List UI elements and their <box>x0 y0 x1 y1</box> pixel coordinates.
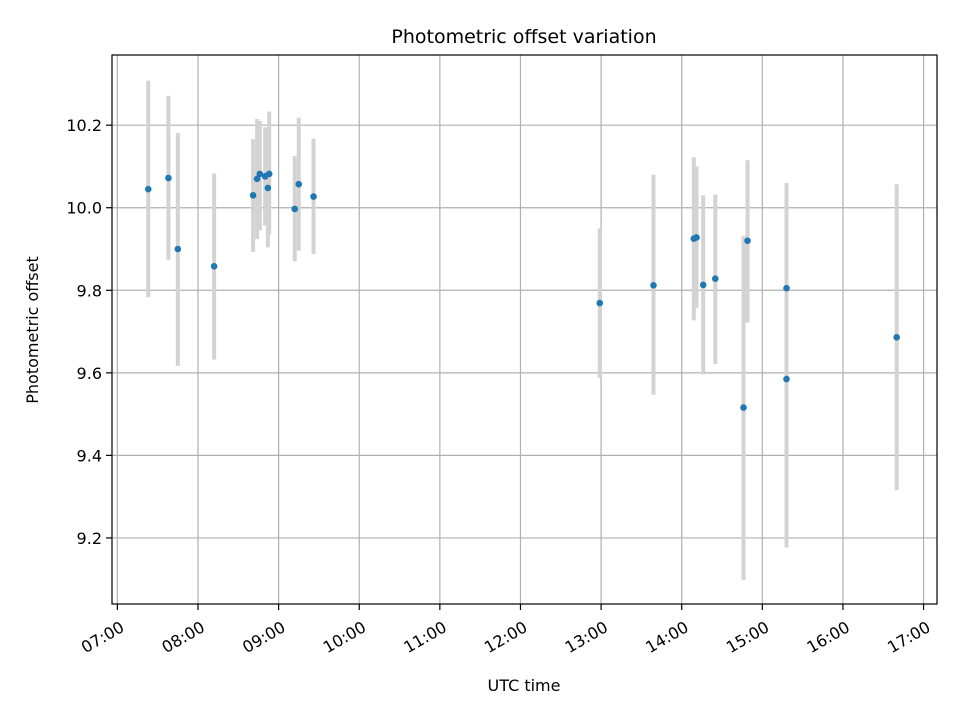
data-point <box>740 404 747 411</box>
data-point <box>256 170 264 178</box>
data-point <box>210 263 218 270</box>
data-point <box>249 192 257 199</box>
data-point <box>264 184 272 192</box>
y-tick-label: 10.2 <box>66 116 102 135</box>
y-tick-label: 9.2 <box>77 529 102 548</box>
data-point <box>744 237 751 245</box>
data-point <box>295 180 303 188</box>
y-tick-label: 9.6 <box>77 364 102 383</box>
data-point <box>783 375 790 383</box>
y-axis-label: Photometric offset <box>23 256 42 404</box>
grid <box>112 55 937 604</box>
data-point <box>596 299 604 307</box>
chart-title: Photometric offset variation <box>391 26 656 48</box>
data-point <box>711 275 719 283</box>
data-point <box>783 284 790 292</box>
data-point <box>699 281 707 289</box>
data-point <box>291 205 299 213</box>
plot-area-frame <box>111 54 938 605</box>
data-point <box>265 170 273 178</box>
y-tick-label: 9.8 <box>77 281 102 300</box>
x-axis-label: UTC time <box>488 676 561 695</box>
data-point <box>165 174 172 182</box>
y-tick-label: 9.4 <box>77 446 102 465</box>
data-point <box>174 245 182 253</box>
y-axis-ticks: 9.2 9.4 9.6 9.8 10.0 10.2 <box>66 116 112 548</box>
data-point <box>650 282 657 289</box>
data-points <box>144 170 900 411</box>
data-point <box>253 175 261 183</box>
data-point <box>693 234 700 241</box>
data-point <box>893 334 900 341</box>
data-point <box>144 185 152 193</box>
data-point <box>310 193 317 200</box>
y-tick-label: 10.0 <box>66 199 102 218</box>
